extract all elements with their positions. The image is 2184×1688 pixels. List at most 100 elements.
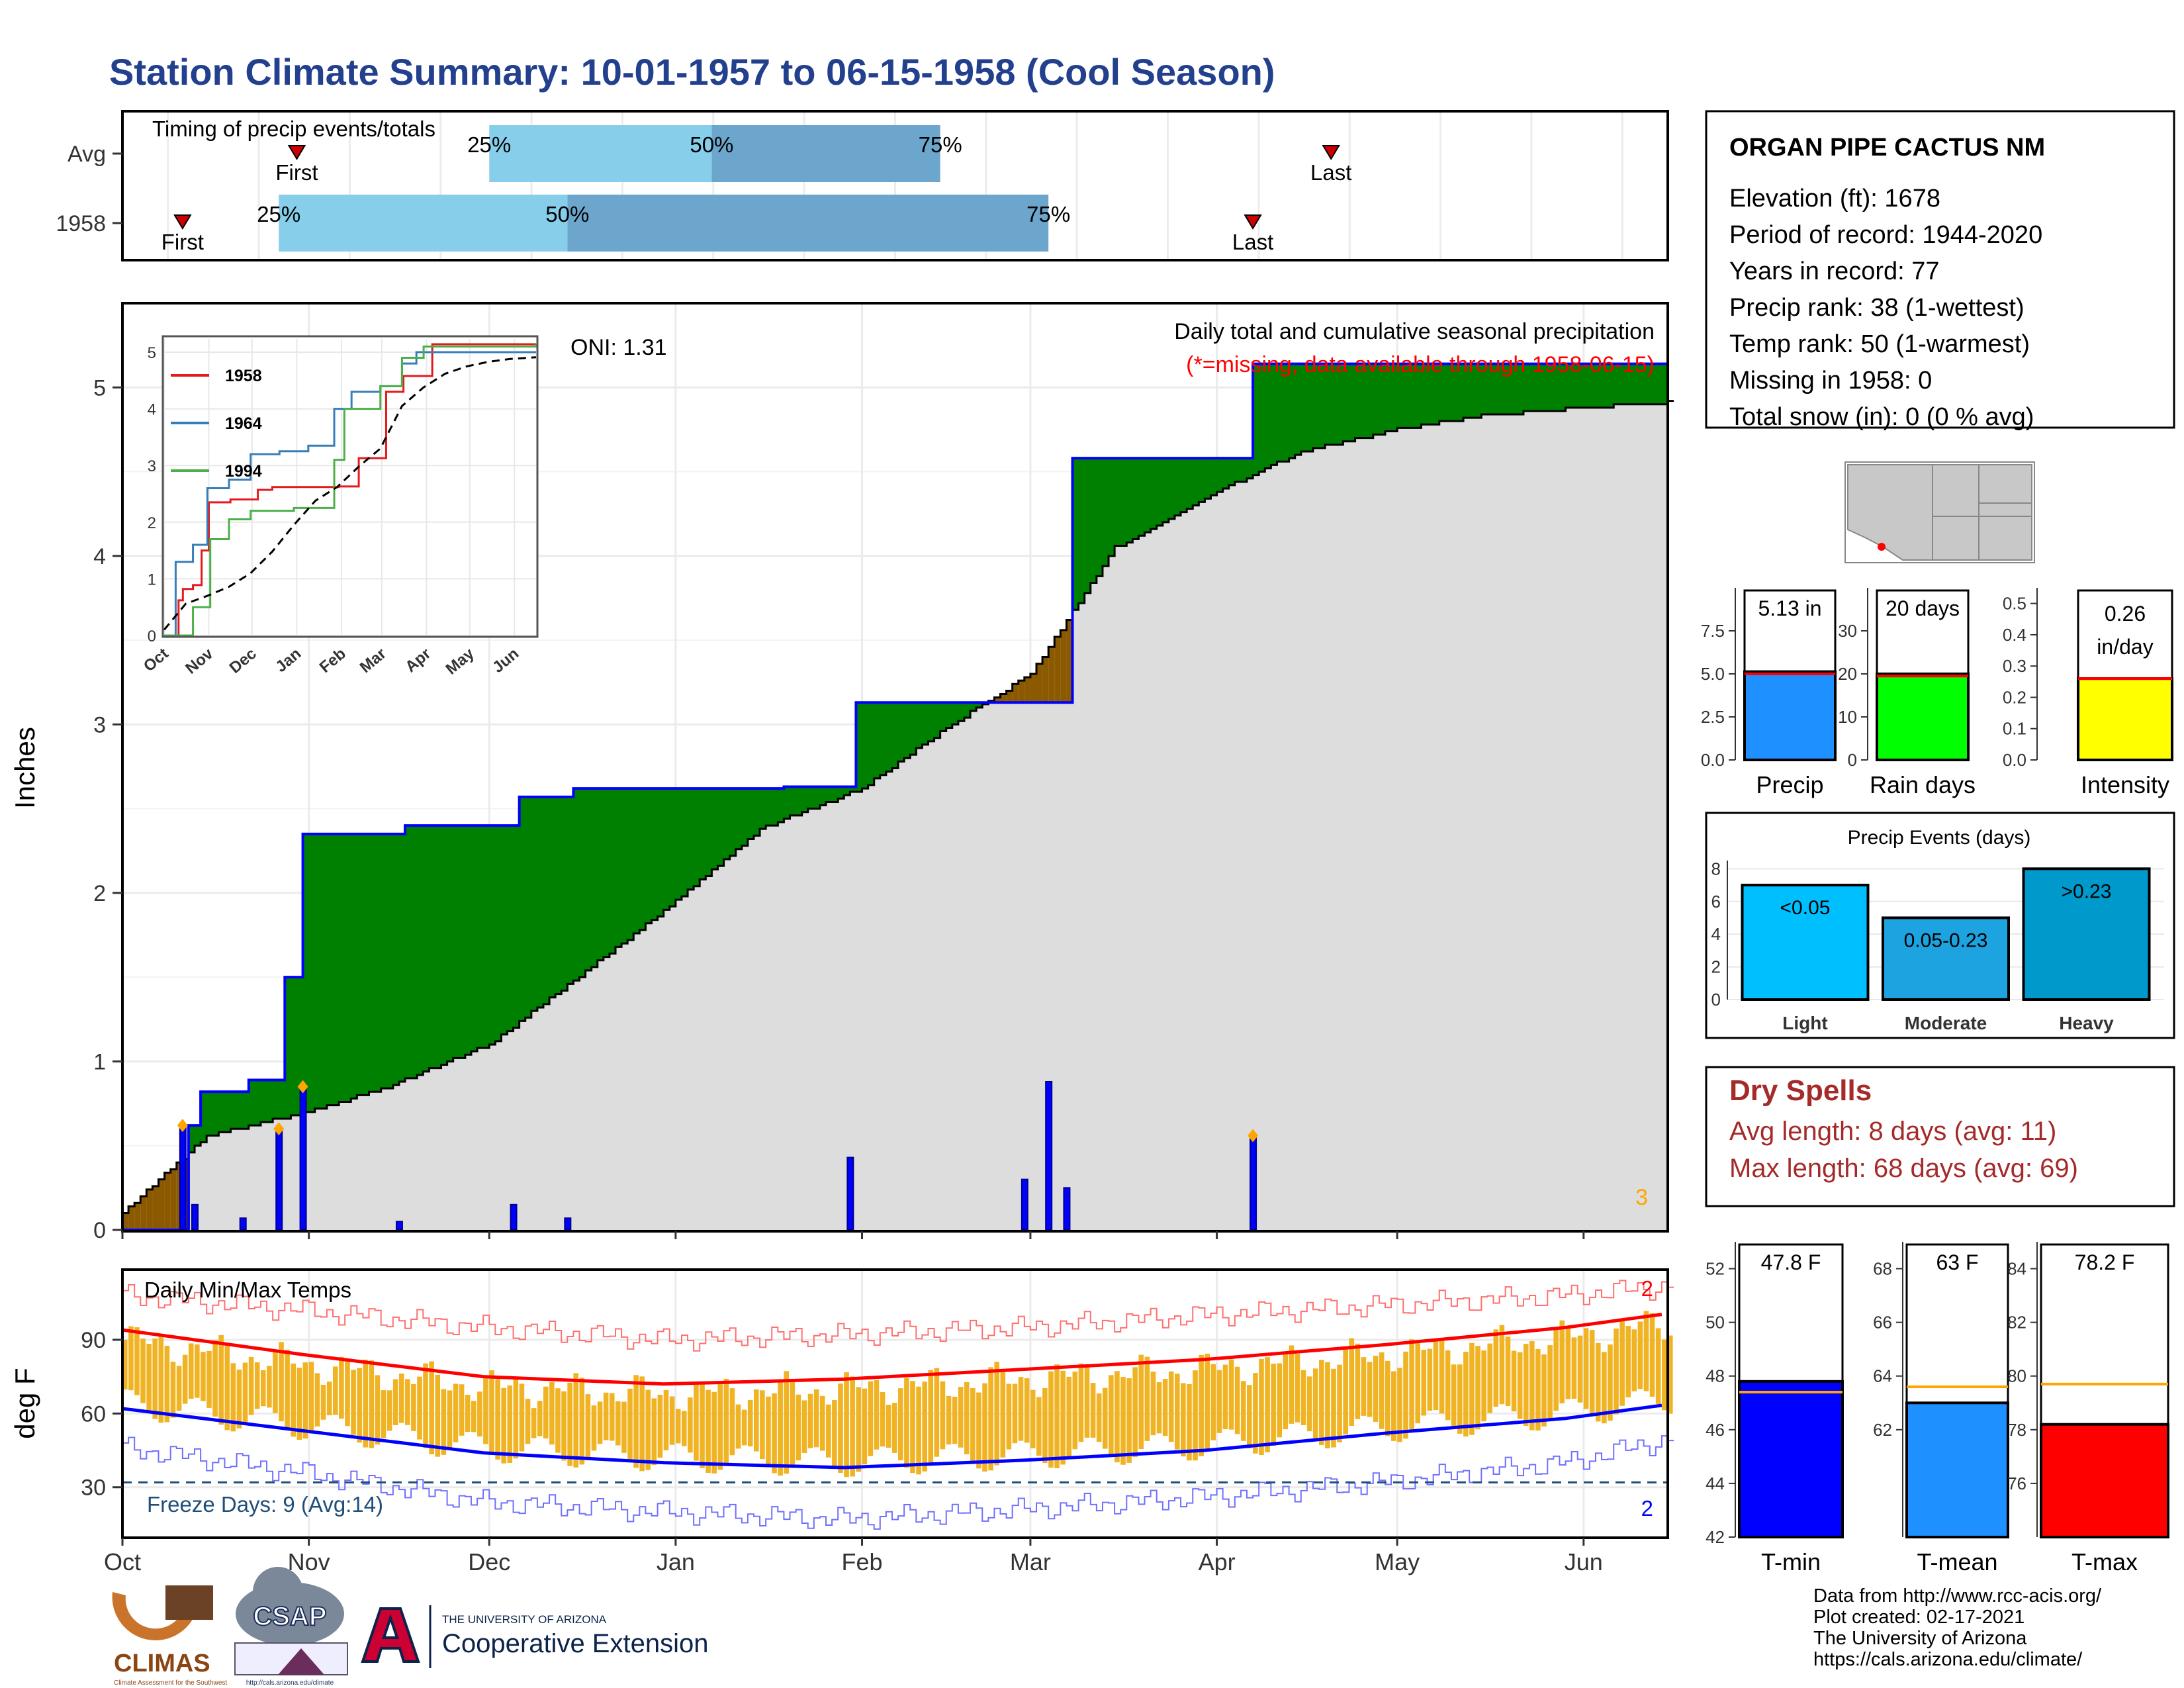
- above-avg-fill: [964, 702, 971, 718]
- above-avg-fill: [1259, 363, 1265, 472]
- avg-cumulative-fill: [886, 771, 893, 1230]
- daily-temp-range-bar: [285, 1349, 290, 1430]
- avg-cumulative-fill: [248, 1125, 255, 1230]
- daily-temp-range-bar: [934, 1368, 940, 1457]
- avg-cumulative-fill: [747, 839, 754, 1230]
- precip-ytick-label: 7.5: [1701, 621, 1725, 641]
- events-bar-moderate: [1882, 916, 2010, 1001]
- above-avg-fill: [639, 788, 647, 930]
- above-avg-fill: [326, 833, 334, 1105]
- daily-temp-range-bar: [627, 1388, 633, 1462]
- daily-temp-range-bar: [326, 1382, 332, 1416]
- avg-cumulative-fill: [1078, 603, 1085, 1230]
- avg-cumulative-fill: [1090, 583, 1097, 1230]
- above-avg-fill: [940, 702, 947, 731]
- above-avg-fill: [363, 833, 370, 1096]
- below-avg-fill: [1018, 680, 1025, 703]
- daily-temp-range-bar: [1355, 1343, 1361, 1419]
- avg-cumulative-fill: [1517, 414, 1524, 1230]
- below-avg-fill: [1012, 684, 1019, 703]
- above-avg-fill: [1193, 458, 1199, 506]
- above-avg-fill: [345, 833, 351, 1102]
- daily-temp-range-bar: [405, 1379, 410, 1425]
- timing-rows: Avg 25% 50% 75% First Last 1958 25% 50% 75% First L…: [56, 125, 1351, 254]
- above-avg-fill: [1120, 458, 1127, 546]
- avg-cumulative-fill: [567, 984, 574, 1230]
- daily-temp-range-bar: [891, 1403, 897, 1453]
- above-avg-fill: [248, 1080, 255, 1126]
- daily-precip-bar: [179, 1125, 187, 1231]
- avg-cumulative-fill: [507, 1031, 514, 1230]
- precip-panel: 0.0 2.5 5.0 7.5 5.13 in Precip: [1701, 588, 1844, 798]
- daily-temp-range-bar: [988, 1367, 993, 1471]
- daily-temp-range-bar: [561, 1391, 567, 1461]
- daily-temp-range-bar: [1517, 1352, 1523, 1419]
- above-avg-fill: [230, 1092, 238, 1129]
- daily-temp-range-bar: [1421, 1349, 1427, 1416]
- avg-cumulative-fill: [1379, 434, 1386, 1231]
- below-avg-fill: [1036, 663, 1043, 703]
- above-avg-fill: [1319, 363, 1326, 448]
- timing-first-marker: [287, 145, 306, 160]
- above-avg-fill: [1072, 458, 1079, 610]
- daily-temp-range-bar: [1024, 1378, 1030, 1443]
- climas-name: CLIMAS: [114, 1650, 210, 1677]
- daily-temp-range-bar: [1547, 1345, 1553, 1420]
- above-avg-fill: [591, 788, 598, 967]
- above-avg-fill: [856, 702, 863, 792]
- avg-cumulative-fill: [1048, 647, 1055, 1230]
- avg-cumulative-fill: [332, 1105, 340, 1230]
- main-ytick-label: 3: [93, 712, 106, 737]
- daily-temp-range-bar: [801, 1400, 807, 1453]
- avg-cumulative-fill: [1541, 410, 1548, 1230]
- avg-cumulative-fill: [1547, 410, 1554, 1230]
- avg-cumulative-fill: [958, 721, 965, 1230]
- climas-swirl: [112, 1592, 199, 1640]
- events-ytick-label: 0: [1711, 990, 1721, 1009]
- daily-temp-range-bar: [1271, 1363, 1276, 1446]
- avg-cumulative-fill: [832, 802, 839, 1230]
- avg-cumulative-fill: [351, 1098, 357, 1230]
- station-lines: Elevation (ft): 1678 Period of record: 19…: [1729, 185, 2042, 431]
- above-avg-fill: [1571, 363, 1578, 408]
- timing-row-label: 1958: [56, 211, 106, 236]
- above-avg-fill: [1115, 458, 1121, 546]
- main-daily-bars: [177, 1080, 1259, 1231]
- daily-temp-range-bar: [705, 1389, 711, 1474]
- avg-cumulative-fill: [1445, 421, 1452, 1230]
- tmin-ytick-label: 52: [1706, 1259, 1725, 1279]
- avg-cumulative-fill: [1222, 489, 1230, 1230]
- daily-temp-range-bar: [1222, 1364, 1228, 1429]
- daily-temp-range-bar: [447, 1390, 453, 1450]
- above-avg-fill: [711, 788, 719, 870]
- inset-series-1958: [164, 343, 536, 637]
- above-avg-fill: [760, 788, 766, 829]
- avg-cumulative-fill: [753, 835, 760, 1230]
- tmean-ytick-label: 64: [1873, 1366, 1892, 1386]
- daily-temp-range-bar: [549, 1382, 555, 1445]
- precip-value-bar: [1743, 670, 1837, 761]
- daily-temp-range-bar: [1397, 1368, 1402, 1442]
- above-avg-fill: [260, 1080, 267, 1123]
- avg-cumulative-fill: [807, 808, 815, 1230]
- above-avg-fill: [807, 786, 815, 809]
- above-avg-fill: [1385, 363, 1392, 432]
- events-category-label: Light: [1782, 1013, 1827, 1033]
- avg-cumulative-fill: [1120, 545, 1127, 1231]
- daily-temp-range-bar: [1205, 1353, 1210, 1449]
- daily-temp-range-bar: [1463, 1352, 1469, 1437]
- above-avg-fill: [1541, 363, 1548, 411]
- above-avg-fill: [1505, 363, 1512, 414]
- above-avg-fill: [681, 788, 688, 896]
- daily-temp-range-bar: [525, 1399, 531, 1444]
- daily-temp-range-bar: [1132, 1367, 1138, 1458]
- timing-q25-label: 25%: [257, 202, 300, 226]
- daily-temp-range-bar: [856, 1387, 862, 1472]
- precip-value-label: 5.13 in: [1758, 596, 1821, 620]
- avg-cumulative-fill: [898, 761, 905, 1230]
- csap-name: CSAP: [253, 1602, 326, 1631]
- daily-temp-range-bar: [826, 1404, 831, 1458]
- timing-row-year: 1958 25% 50% 75% First Last: [56, 195, 1273, 254]
- avg-cumulative-fill: [1000, 694, 1007, 1230]
- above-avg-fill: [1090, 458, 1097, 583]
